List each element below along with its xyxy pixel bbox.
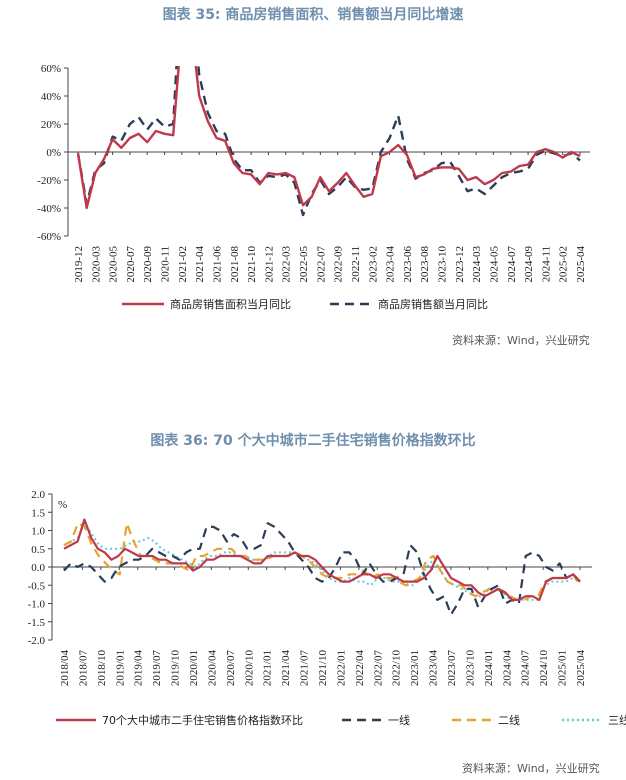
c2-x-tick-label: 2023/10 <box>464 650 476 687</box>
chart1-plot: 60% 40% 20% 0% -20% -40% -60% 2019-12 2020-03 202… <box>37 63 590 311</box>
c1-x-tick-label: 2019-12 <box>73 246 85 283</box>
c2-y-label: % <box>58 499 67 511</box>
c1-y-tick-label: 60% <box>41 63 61 75</box>
c1-x-tick-label: 2024-11 <box>540 246 552 282</box>
c2-y-tick-label: 2.0 <box>31 489 45 501</box>
c1-y-tick-label: -60% <box>37 231 61 243</box>
chart1-source: 资料来源：Wind，兴业研究 <box>452 334 590 347</box>
c1-x-tick-label: 2024-09 <box>523 246 535 283</box>
c1-legend-label-1: 商品房销售额当月同比 <box>378 297 488 311</box>
c1-x-tick-label: 2024-07 <box>506 246 518 283</box>
c2-series-0 <box>63 518 581 602</box>
c2-legend-label-3: 三线 <box>608 713 626 727</box>
c1-x-tick-label: 2023-06 <box>402 246 414 283</box>
c2-x-tick-label: 2018/07 <box>77 650 89 687</box>
c2-x-tick-label: 2018/10 <box>96 650 108 687</box>
c2-x-tick-label: 2018/04 <box>59 650 71 687</box>
c2-y-tick-label: -1.5 <box>28 617 46 629</box>
c2-y-tick-label: -0.5 <box>28 580 46 592</box>
c2-x-tick-label: 2021/01 <box>262 650 274 686</box>
c1-x-tick-label: 2023-08 <box>419 246 431 283</box>
c2-x-tick-label: 2024/10 <box>538 650 550 687</box>
c2-x-tick-label: 2023/04 <box>428 650 440 687</box>
c1-x-tick-label: 2021-10 <box>246 246 258 283</box>
c1-y-tick-label: 0% <box>46 147 61 159</box>
c2-x-tick-label: 2025/01 <box>557 650 569 686</box>
c2-y-tick-label: 0.0 <box>31 562 45 574</box>
c1-x-tick-label: 2020-03 <box>90 246 102 283</box>
c2-legend-label-1: 一线 <box>388 713 410 727</box>
c2-x-tick-label: 2023/07 <box>446 650 458 687</box>
c2-y-tick-label: -1.0 <box>28 599 46 611</box>
c2-x-tick-label: 2022/01 <box>335 650 347 686</box>
c1-x-tick-label: 2022-03 <box>281 246 293 283</box>
c2-x-tick-label: 2021/07 <box>299 650 311 687</box>
c1-y-tick-label: 40% <box>41 91 61 103</box>
c2-x-tick-label: 2019/10 <box>170 650 182 687</box>
c1-x-tick-label: 2021-12 <box>263 246 275 283</box>
c1-x-tick-label: 2020-11 <box>160 246 172 282</box>
c2-x-tick-label: 2019/04 <box>133 650 145 687</box>
c2-x-tick-label: 2019/07 <box>151 650 163 687</box>
c2-y-tick-label: 1.0 <box>31 526 45 538</box>
c1-y-tick-label: -20% <box>37 175 61 187</box>
c2-x-tick-label: 2024/01 <box>483 650 495 686</box>
c2-x-tick-label: 2022/10 <box>391 650 403 687</box>
chart2-source: 资料来源：Wind，兴业研究 <box>462 762 600 775</box>
c1-x-tick-label: 2025-02 <box>558 246 570 283</box>
c1-x-tick-label: 2022-07 <box>315 246 327 283</box>
c2-series-1 <box>63 522 581 616</box>
c2-legend-label-2: 二线 <box>498 713 520 727</box>
c1-x-tick-label: 2021-08 <box>229 246 241 283</box>
c2-x-tick-label: 2022/04 <box>354 650 366 687</box>
c2-x-tick-label: 2024/04 <box>501 650 513 687</box>
c1-x-tick-label: 2020-05 <box>108 246 120 283</box>
c2-x-tick-label: 2019/01 <box>114 650 126 686</box>
c1-x-tick-label: 2021-02 <box>177 246 189 283</box>
c1-x-tick-label: 2023-04 <box>385 246 397 283</box>
c2-x-tick-label: 2020/10 <box>243 650 255 687</box>
c1-x-tick-label: 2025-04 <box>575 246 587 283</box>
c1-legend-label-0: 商品房销售面积当月同比 <box>170 297 291 311</box>
c1-x-tick-label: 2021-06 <box>211 246 223 283</box>
c1-y-tick-label: 20% <box>41 119 61 131</box>
c2-y-tick-label: 0.5 <box>31 544 45 556</box>
c2-x-tick-label: 2020/04 <box>206 650 218 687</box>
c2-x-tick-label: 2025/04 <box>575 650 587 687</box>
c2-x-tick-label: 2023/01 <box>409 650 421 686</box>
c1-x-tick-label: 2021-04 <box>194 246 206 283</box>
c2-x-tick-label: 2021/10 <box>317 650 329 687</box>
c1-x-tick-label: 2020-09 <box>142 246 154 283</box>
c2-series-3 <box>63 522 581 601</box>
c1-x-tick-label: 2023-02 <box>367 246 379 283</box>
c1-y-tick-label: -40% <box>37 203 61 215</box>
c1-x-tick-label: 2023-10 <box>437 246 449 283</box>
c1-x-tick-label: 2020-07 <box>125 246 137 283</box>
c2-y-tick-label: -2.0 <box>28 635 46 647</box>
chart2-title: 图表 36: 70 个大中城市二手住宅销售价格指数环比 <box>150 433 476 449</box>
c2-x-tick-label: 2021/04 <box>280 650 292 687</box>
c2-y-tick-label: 1.5 <box>31 507 45 519</box>
c1-x-tick-label: 2024-03 <box>471 246 483 283</box>
c1-x-tick-label: 2022-11 <box>350 246 362 282</box>
c2-x-tick-label: 2020/01 <box>188 650 200 686</box>
c2-x-tick-label: 2022/07 <box>372 650 384 687</box>
c1-series-1 <box>76 66 581 217</box>
c1-x-tick-label: 2022-05 <box>298 246 310 283</box>
c1-x-tick-label: 2022-09 <box>333 246 345 283</box>
c2-x-tick-label: 2024/07 <box>520 650 532 687</box>
c1-x-tick-label: 2024-05 <box>488 246 500 283</box>
c2-x-tick-label: 2020/07 <box>225 650 237 687</box>
c1-series-0 <box>76 66 581 210</box>
c2-series-2 <box>63 522 581 602</box>
chart1-title: 图表 35: 商品房销售面积、销售额当月同比增速 <box>162 7 464 23</box>
c2-legend-label-0: 70个大中城市二手住宅销售价格指数环比 <box>102 713 303 727</box>
c1-x-tick-label: 2023-12 <box>454 246 466 283</box>
